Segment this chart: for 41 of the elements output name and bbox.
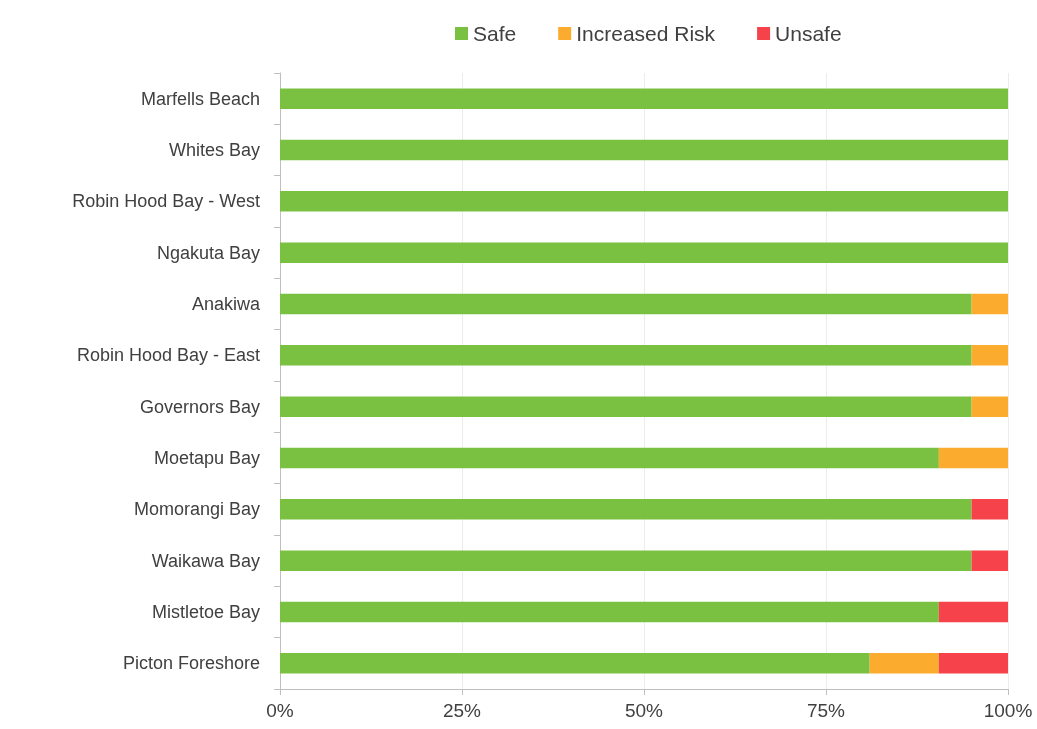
bar <box>280 242 1008 263</box>
x-tick-label: 0% <box>266 700 294 721</box>
bar <box>280 139 1008 161</box>
bar <box>971 345 1008 366</box>
bar <box>280 88 1008 109</box>
legend-label: Increased Risk <box>576 22 716 45</box>
y-tick-label: Governors Bay <box>139 396 260 417</box>
bar <box>971 550 1008 571</box>
y-tick-label: Ngakuta Bay <box>156 242 260 263</box>
legend-label: Safe <box>473 22 517 45</box>
bar <box>869 653 939 674</box>
bar <box>280 550 972 571</box>
y-tick-label: Momorangi Bay <box>133 499 260 520</box>
y-tick-label: Whites Bay <box>168 140 260 160</box>
y-tick-label: Marfells Beach <box>140 88 260 109</box>
bar <box>280 447 939 469</box>
bar <box>280 293 972 315</box>
x-tick-label: 50% <box>624 700 664 721</box>
bar <box>280 345 972 366</box>
bar <box>971 499 1008 520</box>
bar <box>280 601 939 623</box>
x-tick-label: 100% <box>983 700 1033 721</box>
bar <box>280 653 870 674</box>
bar <box>938 447 1008 469</box>
y-tick-label: Robin Hood Bay - West <box>72 191 260 212</box>
y-tick-label: Anakiwa <box>191 294 261 314</box>
bar <box>280 396 972 417</box>
bar <box>971 396 1008 417</box>
x-tick-label: 25% <box>442 700 482 721</box>
y-tick-label: Mistletoe Bay <box>151 602 260 622</box>
bar <box>280 191 1008 212</box>
y-tick-label: Picton Foreshore <box>122 653 260 674</box>
bar <box>938 601 1008 623</box>
y-tick-label: Robin Hood Bay - East <box>76 345 260 366</box>
bar <box>280 499 972 520</box>
legend-label: Unsafe <box>775 22 842 45</box>
bar <box>938 653 1008 674</box>
bar <box>971 293 1008 315</box>
y-tick-label: Waikawa Bay <box>151 550 260 571</box>
y-tick-label: Moetapu Bay <box>153 448 260 468</box>
x-tick-label: 75% <box>806 700 846 721</box>
